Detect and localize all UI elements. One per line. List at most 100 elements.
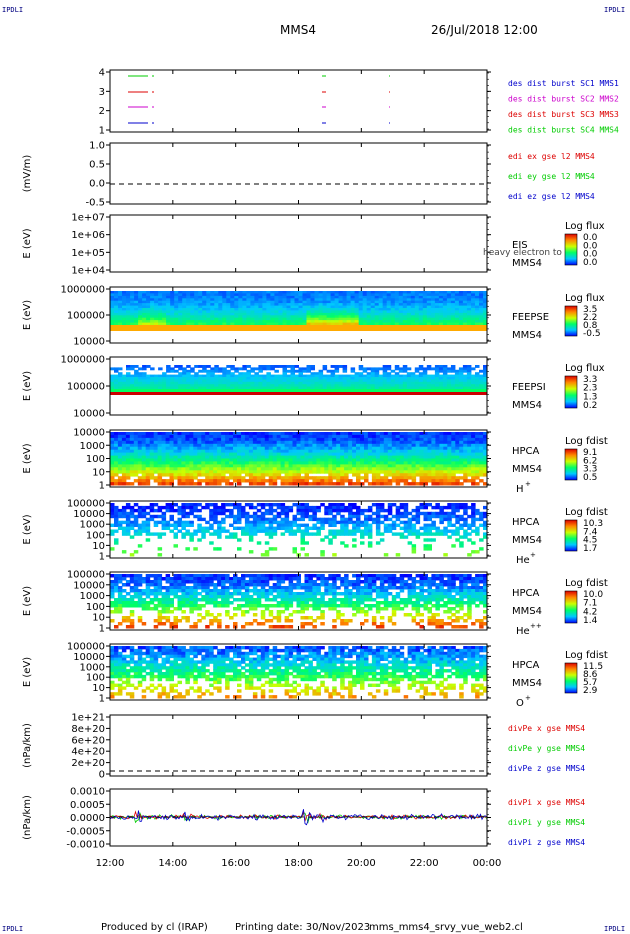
- feepse-cell: [154, 293, 159, 297]
- feepse-cell: [266, 310, 271, 314]
- hpca_h-cell: [276, 446, 282, 451]
- feepse-cell: [230, 305, 235, 309]
- feepse-cell: [342, 317, 348, 321]
- hpca_h-cell: [439, 437, 444, 442]
- feepse-cell: [298, 300, 303, 304]
- feepsi-cell: [294, 379, 299, 383]
- burst-legend-entry: des dist burst SC2 MMS2: [508, 95, 619, 104]
- feepse-cell: [450, 305, 456, 309]
- hpca_h-cell: [451, 455, 456, 459]
- feepse-cell: [242, 322, 247, 326]
- feepse-cell: [414, 310, 420, 314]
- feepsi-cell: [475, 365, 480, 368]
- hpca_h-cell: [193, 446, 198, 451]
- feepse-cell: [270, 300, 275, 304]
- hpca_h-cell: [292, 449, 297, 454]
- hpca_h-cell: [391, 458, 397, 462]
- feepse-cell: [274, 300, 279, 304]
- hpca_he-cell: [360, 520, 365, 525]
- hpca_h-cell: [320, 434, 325, 439]
- hpca_he-cell: [312, 505, 317, 510]
- feepsi-cell: [342, 369, 348, 373]
- feepse-cell: [262, 305, 267, 309]
- feepsi-cell: [382, 384, 388, 388]
- hpca_h-cell: [169, 443, 174, 448]
- feepse-cell: [334, 305, 340, 309]
- hpca_h-cell: [114, 467, 119, 471]
- feepse-cell: [278, 298, 283, 302]
- hpca_h-cell: [125, 464, 131, 468]
- hpca_h-cell: [141, 452, 147, 456]
- feepse-cell: [446, 317, 452, 321]
- hpca_h-cell: [181, 440, 186, 445]
- hpca_h-cell: [264, 432, 270, 436]
- hpca_h-cell: [356, 458, 361, 462]
- hpca_h-cell: [205, 461, 210, 465]
- hpca_he-cell: [161, 511, 167, 516]
- feepsi-cell: [366, 386, 372, 390]
- hpca_h-cell: [237, 449, 242, 454]
- feepsi-cell: [258, 367, 263, 371]
- hpca_h-cell: [447, 452, 452, 456]
- feepse-cell: [475, 291, 480, 294]
- hpca_he-cell: [427, 538, 432, 542]
- feepse-cell: [426, 315, 432, 319]
- feepsi-cell: [134, 372, 139, 376]
- hpca_h-cell: [189, 455, 194, 459]
- feepse-cell: [342, 305, 348, 309]
- feepse-cell: [190, 300, 195, 304]
- feepsi-cell: [350, 379, 356, 383]
- hpca_he-cell: [316, 532, 321, 536]
- feepsi-cell: [130, 386, 135, 390]
- feepsi-cell: [330, 379, 336, 383]
- hpca_h-cell: [467, 470, 472, 474]
- hpca_h-cell: [149, 440, 155, 445]
- feepse-cell: [350, 308, 356, 311]
- feepse-cell: [322, 315, 328, 319]
- feepsi-cell: [290, 381, 295, 385]
- hpca_h-cell: [479, 440, 484, 445]
- hpca_h-cell: [248, 482, 254, 486]
- hpca_h-cell: [367, 482, 373, 486]
- hpca_h-cell: [407, 470, 413, 474]
- hpca_h-cell: [252, 432, 258, 436]
- feepse-cell: [462, 322, 468, 326]
- hpca_h-cell: [475, 434, 480, 439]
- feepse-cell: [230, 291, 235, 294]
- hpca_h-cell: [316, 464, 321, 468]
- hpca_h-cell: [479, 432, 484, 436]
- hpca_h-cell: [411, 452, 417, 456]
- hpca_h-cell: [280, 455, 286, 459]
- hpca_h-cell: [256, 437, 262, 442]
- feepse-cell: [362, 300, 368, 304]
- hpca_h-cell: [233, 479, 238, 483]
- hpca_h-cell: [201, 470, 206, 474]
- hpca_h-cell: [221, 452, 226, 456]
- hpca_h-cell: [256, 432, 262, 436]
- hpca_h-cell: [133, 452, 139, 456]
- feepse-cell: [286, 312, 291, 316]
- hpca_he-cell: [344, 529, 349, 533]
- feepse-cell: [306, 320, 311, 323]
- feepse-cell: [246, 317, 251, 321]
- hpca_h-cell: [419, 440, 424, 445]
- hpca_he-cell: [268, 532, 274, 536]
- feepse-cell: [242, 310, 247, 314]
- feepse-cell: [398, 312, 404, 316]
- feepsi-cell: [370, 369, 376, 373]
- feepsi-cell: [434, 369, 440, 373]
- hpca_h-cell: [137, 446, 143, 451]
- hpca_h-cell: [229, 443, 234, 448]
- hpca_h-cell: [260, 455, 266, 459]
- hpca_he-cell: [185, 505, 190, 510]
- hpca_h-cell: [260, 434, 266, 439]
- feepse-cell: [130, 293, 135, 297]
- hpca_h-cell: [145, 440, 151, 445]
- feepsi-cell: [166, 381, 171, 385]
- hpca_h-cell: [264, 473, 270, 477]
- feepse-cell: [254, 291, 259, 294]
- hpca_h-cell: [114, 440, 119, 445]
- feepse-cell: [326, 322, 332, 326]
- hpca_h-cell: [364, 437, 369, 442]
- hpca_h-cell: [252, 449, 258, 454]
